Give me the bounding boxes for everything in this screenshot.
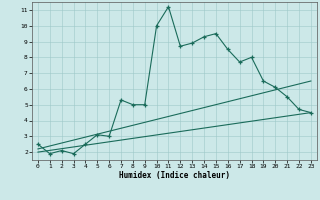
X-axis label: Humidex (Indice chaleur): Humidex (Indice chaleur)	[119, 171, 230, 180]
